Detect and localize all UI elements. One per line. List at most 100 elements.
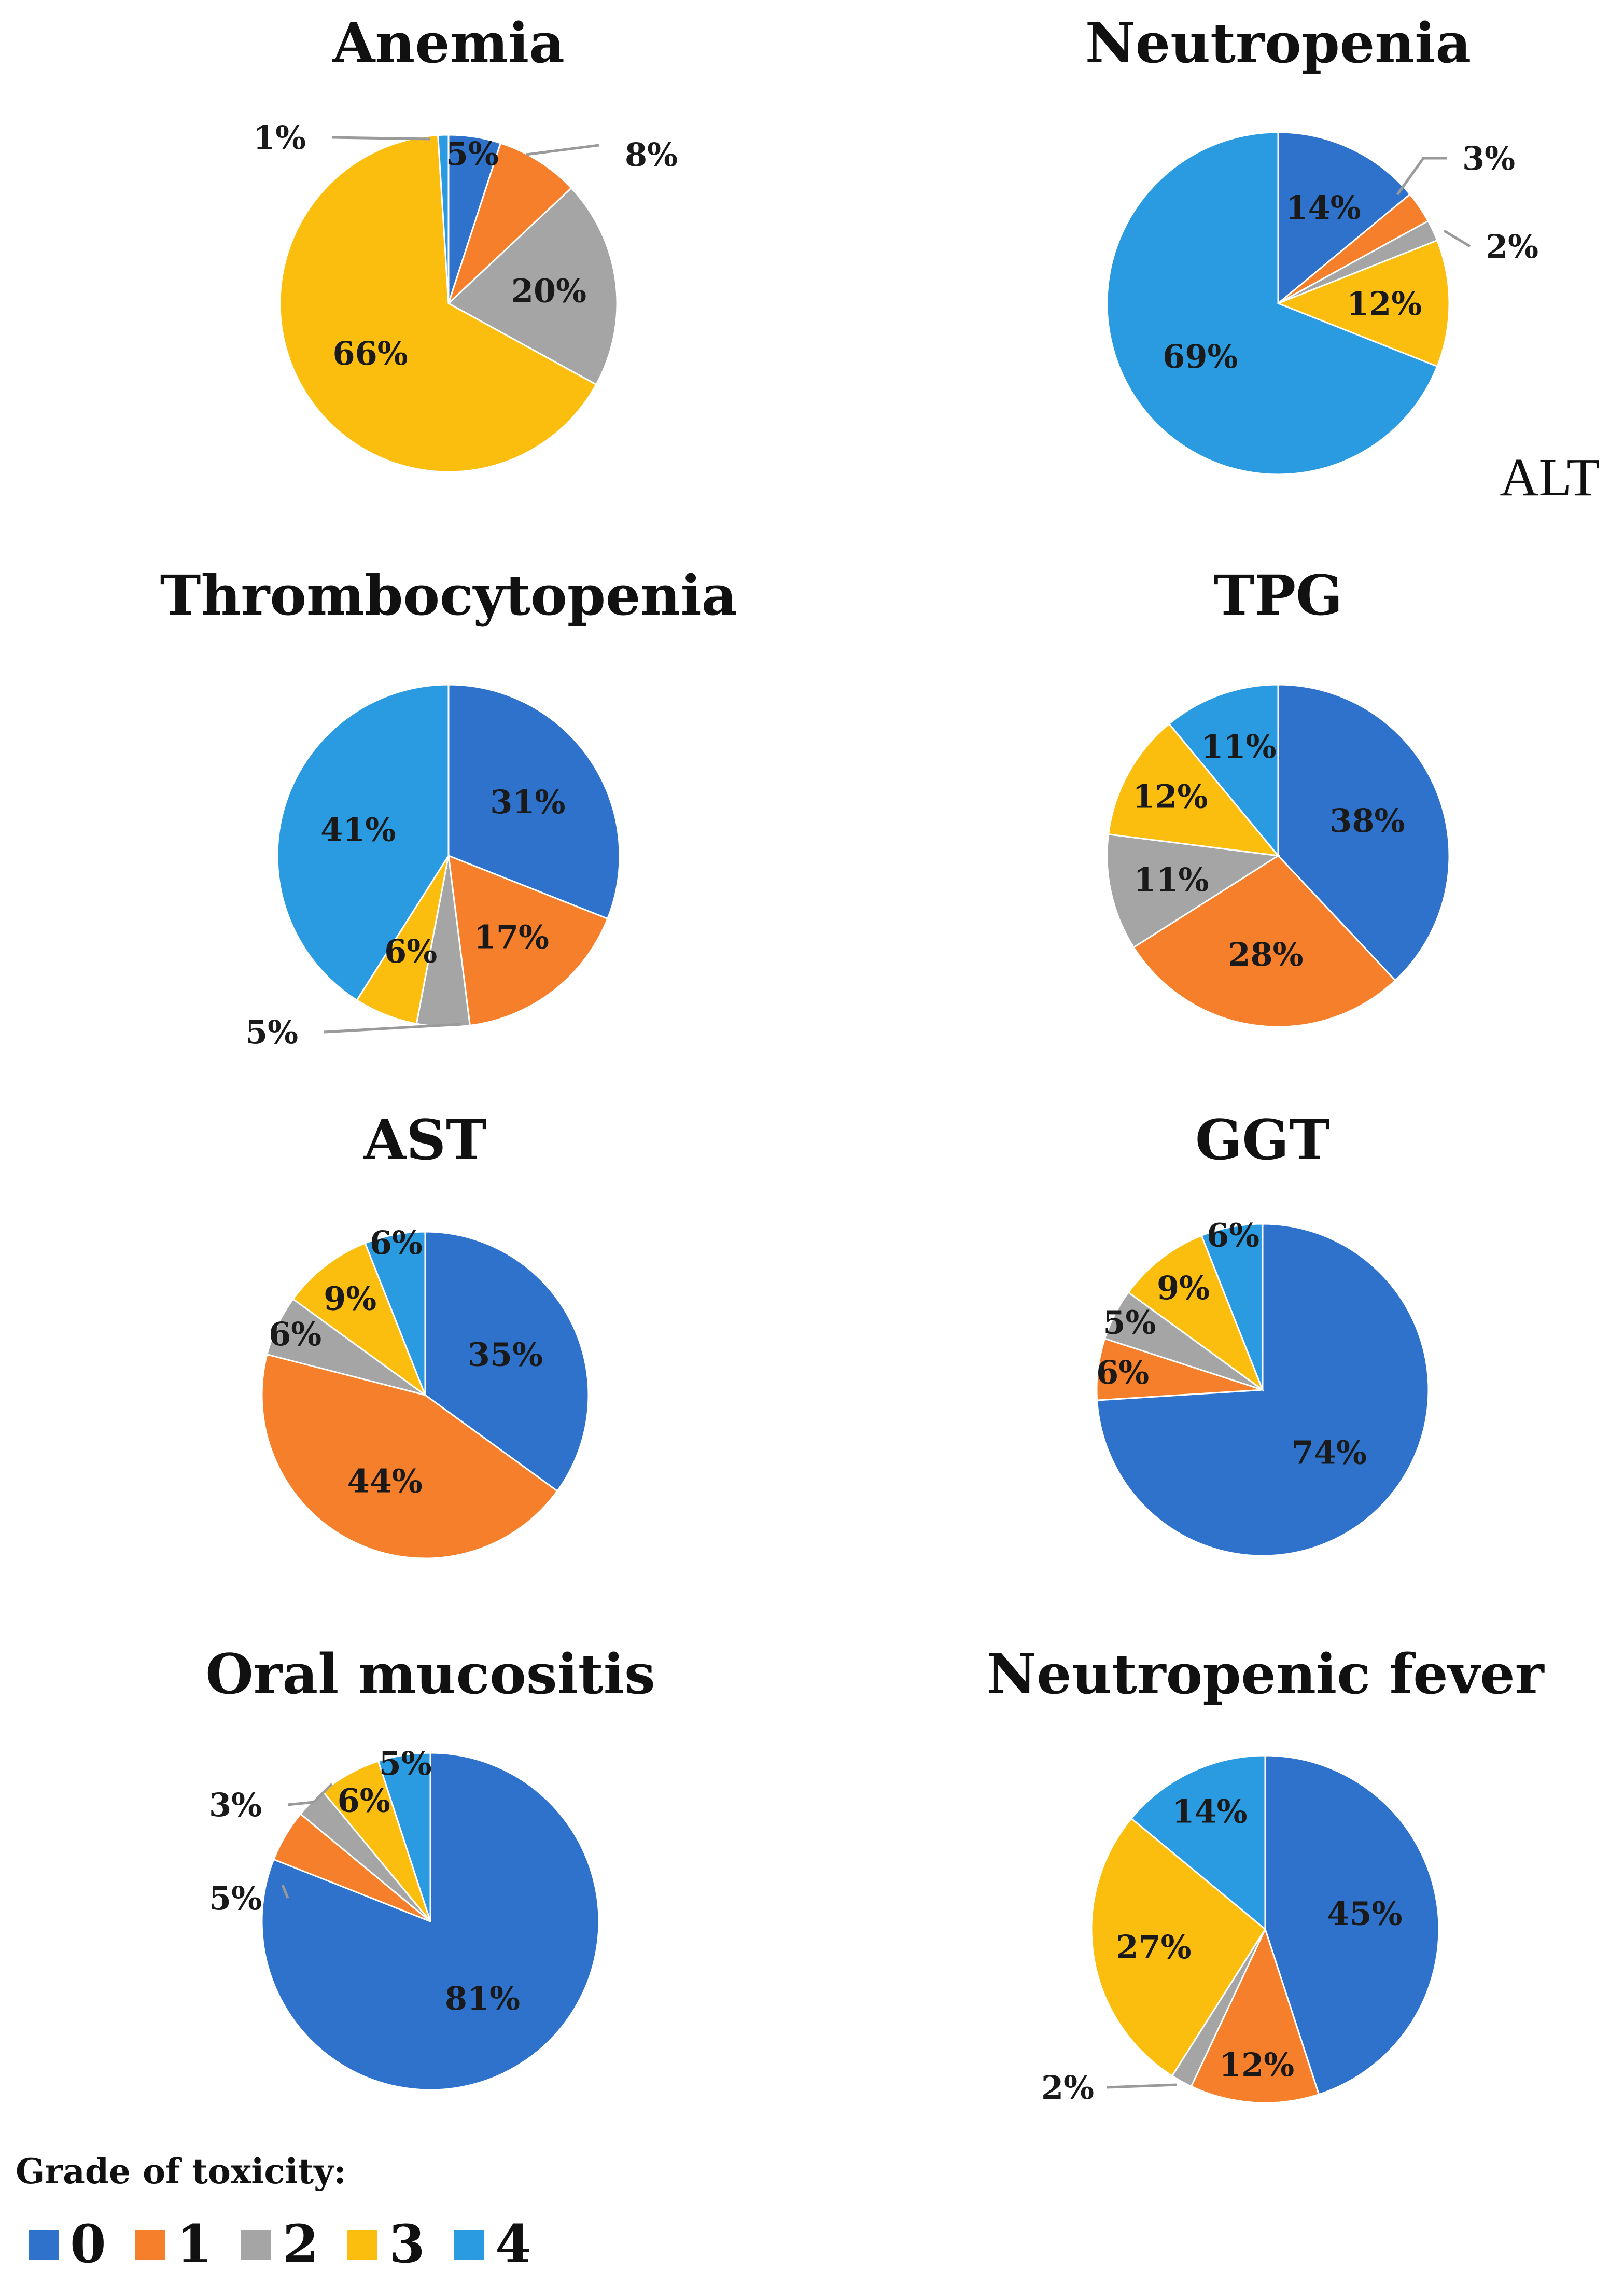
pie-chart-anemia: Anemia 5% 8% 20% 66% 1% — [253, 10, 678, 473]
pie-label-tpg-grade-3: 12% — [1132, 778, 1208, 816]
pie-label-ast-grade-1: 44% — [347, 1462, 423, 1500]
legend-label-grade-0: 0 — [70, 2213, 106, 2275]
pie-label-neutropenic-fever-grade-4: 14% — [1172, 1793, 1247, 1831]
pie-title-tpg: TPG — [1213, 563, 1342, 628]
pie-title-ast: AST — [363, 1107, 487, 1172]
pie-label-ggt-grade-2: 5% — [1103, 1303, 1156, 1341]
legend-label-grade-2: 2 — [283, 2213, 319, 2275]
legend-swatch-grade-0 — [29, 2230, 59, 2260]
pie-label-neutropenic-fever-grade-0: 45% — [1327, 1895, 1402, 1933]
pie-label-ggt-grade-1: 6% — [1096, 1354, 1149, 1391]
pie-label-anemia-grade-1: 8% — [625, 136, 678, 174]
pie-title-oral-mucositis: Oral mucositis — [205, 1641, 655, 1706]
pie-label-ast-grade-2: 6% — [269, 1315, 321, 1353]
pie-slice-tpg-grade-3 — [1107, 722, 1280, 857]
pie-title-ggt: GGT — [1195, 1107, 1330, 1172]
pie-title-neutropenia: Neutropenia — [1085, 10, 1471, 75]
legend-swatch-grade-2 — [241, 2230, 271, 2260]
pie-label-tpg-grade-1: 28% — [1228, 936, 1303, 973]
pie-label-neutropenic-fever-grade-1: 12% — [1219, 2046, 1294, 2084]
pie-slice-thrombocytopenia-grade-4 — [276, 684, 450, 1001]
pie-label-anemia-grade-2: 20% — [511, 272, 586, 310]
pie-label-anemia-grade-4: 1% — [253, 119, 306, 157]
pie-slice-anemia-grade-1 — [447, 142, 573, 304]
pie-slice-ggt-grade-3 — [1127, 1234, 1265, 1392]
pie-title-anemia: Anemia — [332, 10, 565, 75]
pie-label-ggt-grade-3: 9% — [1157, 1269, 1210, 1307]
pie-label-anemia-grade-0: 5% — [446, 135, 499, 173]
pie-label-oral-mucositis-grade-1: 5% — [209, 1879, 262, 1917]
pie-label-oral-mucositis-grade-0: 81% — [445, 1980, 520, 2017]
legend-label-grade-1: 1 — [176, 2213, 213, 2275]
leader-line-oral-mucositis-grade-1 — [281, 1885, 289, 1899]
pie-label-neutropenic-fever-grade-3: 27% — [1116, 1928, 1191, 1966]
pie-slice-anemia-grade-4 — [437, 134, 450, 304]
pie-label-oral-mucositis-grade-3: 6% — [338, 1781, 390, 1819]
pie-chart-thrombocytopenia: Thrombocytopenia 31% 17% 5% 6% 41% — [160, 563, 737, 1051]
pie-slice-neutropenic-fever-grade-0 — [1264, 1754, 1440, 2096]
leader-line-neutropenia-grade-2 — [1443, 229, 1471, 248]
pie-slice-ast-grade-4 — [364, 1231, 426, 1396]
legend-swatch-grade-3 — [347, 2230, 377, 2260]
pie-label-tpg-grade-4: 11% — [1201, 728, 1276, 765]
leader-line-oral-mucositis-grade-2 — [287, 1783, 333, 1806]
pie-label-thrombocytopenia-grade-3: 6% — [384, 932, 437, 970]
pie-label-neutropenia-grade-2: 2% — [1486, 228, 1538, 266]
pie-slice-tpg-grade-1 — [1132, 855, 1397, 1028]
pie-charts: Anemia 5% 8% 20% 66% 1% Neutropenia 14% 3% 2% 12% 6… — [160, 10, 1545, 2107]
pie-slice-ast-grade-2 — [266, 1298, 426, 1396]
pie-label-anemia-grade-3: 66% — [332, 334, 408, 372]
legend-swatch-grade-1 — [135, 2230, 165, 2260]
pie-slice-ggt-grade-1 — [1096, 1337, 1263, 1401]
leader-line-anemia-grade-4 — [331, 136, 431, 141]
pie-label-thrombocytopenia-grade-2: 5% — [245, 1013, 298, 1051]
pie-label-oral-mucositis-grade-4: 5% — [379, 1745, 432, 1782]
pie-label-neutropenia-grade-0: 14% — [1286, 189, 1361, 227]
pie-slice-neutropenia-grade-0 — [1277, 131, 1411, 305]
pie-label-tpg-grade-0: 38% — [1329, 802, 1405, 840]
pie-label-oral-mucositis-grade-2: 3% — [209, 1786, 262, 1824]
alt-label: ALT — [1500, 448, 1600, 507]
pie-slice-neutropenic-fever-grade-4 — [1130, 1754, 1266, 1931]
pie-slice-ast-grade-1 — [261, 1353, 558, 1559]
leader-line-anemia-grade-1 — [526, 144, 599, 156]
pie-label-ast-grade-3: 9% — [324, 1279, 376, 1317]
pie-chart-ggt: GGT 74% 6% 5%9% 6% — [1096, 1107, 1430, 1557]
pie-slice-neutropenic-fever-grade-1 — [1190, 1927, 1320, 2104]
pie-slice-thrombocytopenia-grade-3 — [356, 855, 450, 1025]
pie-slice-neutropenia-grade-4 — [1106, 131, 1438, 476]
pie-label-neutropenia-grade-1: 3% — [1462, 140, 1515, 177]
pie-title-neutropenic-fever: Neutropenic fever — [986, 1641, 1544, 1706]
pie-slice-oral-mucositis-grade-4 — [377, 1752, 431, 1922]
legend-title: Grade of toxicity: — [16, 2151, 346, 2192]
pie-slice-neutropenic-fever-grade-3 — [1090, 1817, 1266, 2077]
pie-slice-ast-grade-3 — [292, 1242, 427, 1398]
pie-slice-anemia-grade-3 — [279, 134, 597, 473]
pie-slice-ggt-grade-4 — [1200, 1223, 1264, 1390]
pie-slice-tpg-grade-0 — [1277, 684, 1450, 982]
leader-line-neutropenia-grade-1 — [1396, 157, 1447, 196]
pie-label-ggt-grade-0: 74% — [1292, 1433, 1367, 1471]
leader-line-thrombocytopenia-grade-2 — [324, 1023, 462, 1034]
pie-label-thrombocytopenia-grade-1: 17% — [474, 918, 549, 956]
pie-chart-neutropenia: Neutropenia 14% 3% 2% 12% 69% — [1085, 10, 1538, 476]
pie-slice-ast-grade-0 — [424, 1231, 590, 1493]
pie-label-ast-grade-4: 6% — [370, 1224, 423, 1262]
pie-label-tpg-grade-2: 11% — [1133, 861, 1209, 899]
pie-chart-tpg: TPG 38% 28% 11% 12% 11% — [1106, 563, 1450, 1028]
pie-label-thrombocytopenia-grade-0: 31% — [490, 783, 565, 821]
pie-slice-tpg-grade-4 — [1168, 684, 1279, 858]
pie-slice-thrombocytopenia-grade-0 — [447, 684, 621, 920]
legend: Grade of toxicity: 0 1 2 3 4 — [16, 2151, 531, 2275]
pie-label-ggt-grade-4: 6% — [1207, 1216, 1259, 1254]
pie-label-neutropenia-grade-3: 12% — [1347, 285, 1422, 323]
pie-slice-tpg-grade-2 — [1106, 833, 1281, 949]
pie-chart-neutropenic-fever: Neutropenic fever 45% 12% 2% 27% 14% — [986, 1641, 1544, 2107]
pie-slice-oral-mucositis-grade-0 — [261, 1752, 600, 2091]
pie-label-ast-grade-0: 35% — [468, 1335, 543, 1373]
pie-label-thrombocytopenia-grade-4: 41% — [320, 811, 396, 848]
pie-slice-thrombocytopenia-grade-1 — [447, 854, 609, 1027]
